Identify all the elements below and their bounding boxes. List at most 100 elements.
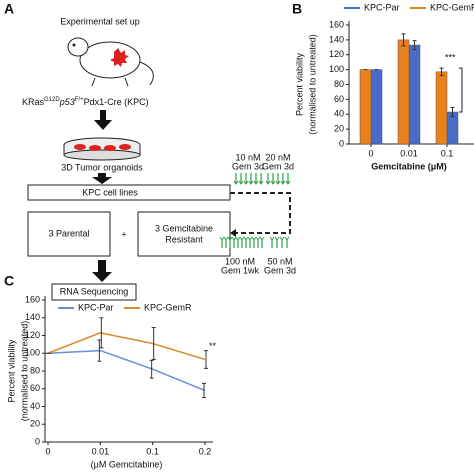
error-bar [97,339,102,362]
y-tick-label: 20 [30,419,40,429]
bar [370,69,383,145]
y-axis-label: (normalised to untreated) [19,321,29,422]
x-tick-label: 0.01 [400,148,418,158]
dose-arrow-head [280,180,286,185]
dose: 50 nM [267,256,292,266]
x-tick-label: 0.1 [441,148,454,158]
y-tick-label: 80 [30,365,40,375]
y-tick-label: 0 [339,138,344,148]
y-tick-label: 160 [329,19,344,29]
dose-arrow-head [243,180,249,185]
error-bar [401,33,406,47]
y-axis-label: Percent viability [6,339,16,403]
y-tick-label: 120 [25,330,40,340]
panel-label: B [292,1,302,17]
error-bar [202,382,206,399]
dose-arrow-head [251,236,257,241]
bar [397,39,410,145]
line [47,332,206,361]
plus: + [121,229,126,239]
box [137,211,231,257]
x-axis-label: (μM Gemcitabine) [91,459,163,469]
dose-arrow-head [223,236,229,241]
error-bar [450,107,455,117]
bar [408,44,421,145]
bar [435,71,448,145]
y-tick-label: 60 [334,94,344,104]
mouse [67,37,154,87]
dose-arrow-head [259,236,265,241]
error-bar [439,67,444,77]
y-tick-label: 0 [35,436,40,446]
x-tick-label: 0.2 [199,446,212,456]
legend-label: KPC-GemR [430,2,474,12]
y-axis-label: (normalised to untreated) [307,34,317,135]
x-axis-label: Gemcitabine (μM) [371,161,447,171]
y-tick-label: 120 [329,49,344,59]
dose-arrow-head [274,236,280,241]
dose-arrows [219,173,291,248]
dashed-loop [230,192,291,234]
organoids: 3D Tumor organoids [61,162,143,172]
dose-arrow-head [285,180,291,185]
legend-label: KPC-Par [364,2,400,12]
dose: 20 nM [265,152,290,162]
dose-arrow-head [227,236,233,241]
dose-arrow-head [239,236,245,241]
y-tick-label: 160 [25,294,40,304]
error-bar [99,317,104,349]
dose-arrow-head [275,180,281,185]
dose-arrow-head [265,180,271,185]
resistant: 3 Gemcitabine [155,223,213,233]
genotype: KRasG12Dp53F/+Pdx1-Cre (KPC) [22,97,149,108]
dose-arrow-head [233,180,239,185]
legend-label: KPC-Par [78,302,114,312]
error-bar [149,359,154,379]
dose: 10 nM [235,152,260,162]
arrow [94,110,112,130]
dose-arrow-head [231,236,237,241]
dose-arrow-head [284,236,290,241]
error-bar [412,40,417,51]
cell-lines: KPC cell lines [82,187,138,197]
dose: Gem 3d [232,161,264,171]
x-tick-label: 0.01 [92,446,110,456]
dose-arrow-head [238,180,244,185]
y-tick-label: 60 [30,383,40,393]
y-tick-label: 100 [329,64,344,74]
dose: Gem 1wk [221,265,260,275]
parental: 3 Parental [48,228,89,238]
box [27,211,111,257]
line [47,349,206,392]
dose: 100 nM [225,256,255,266]
panel-label: A [4,1,14,17]
y-axis-label: Percent viability [294,52,304,116]
dose-arrow-head [270,180,276,185]
annotation: ** [209,341,217,351]
arrow [92,173,112,184]
dose-arrow-head [247,236,253,241]
dose-arrow-head [269,236,275,241]
dose-arrow-head [219,236,225,241]
legend-label: KPC-GemR [144,302,192,312]
dose-arrow-head [255,236,261,241]
axis [44,296,213,443]
box [51,283,137,301]
setup-title: Experimental set up [60,16,140,26]
x-tick-label: 0 [368,148,373,158]
y-tick-label: 40 [30,401,40,411]
annotation: *** [445,53,456,63]
dose-arrow-head [243,236,249,241]
bracket [459,67,463,113]
arrow [92,260,112,282]
resistant: Resistant [165,234,203,244]
sequencing: RNA Sequencing [60,286,129,296]
y-tick-label: 40 [334,109,344,119]
error-bar [151,327,156,360]
dose-arrow-head [258,180,264,185]
dose-arrow-head [235,236,241,241]
dose: Gem 3d [262,161,294,171]
y-tick-label: 100 [25,348,40,358]
y-tick-label: 80 [334,79,344,89]
